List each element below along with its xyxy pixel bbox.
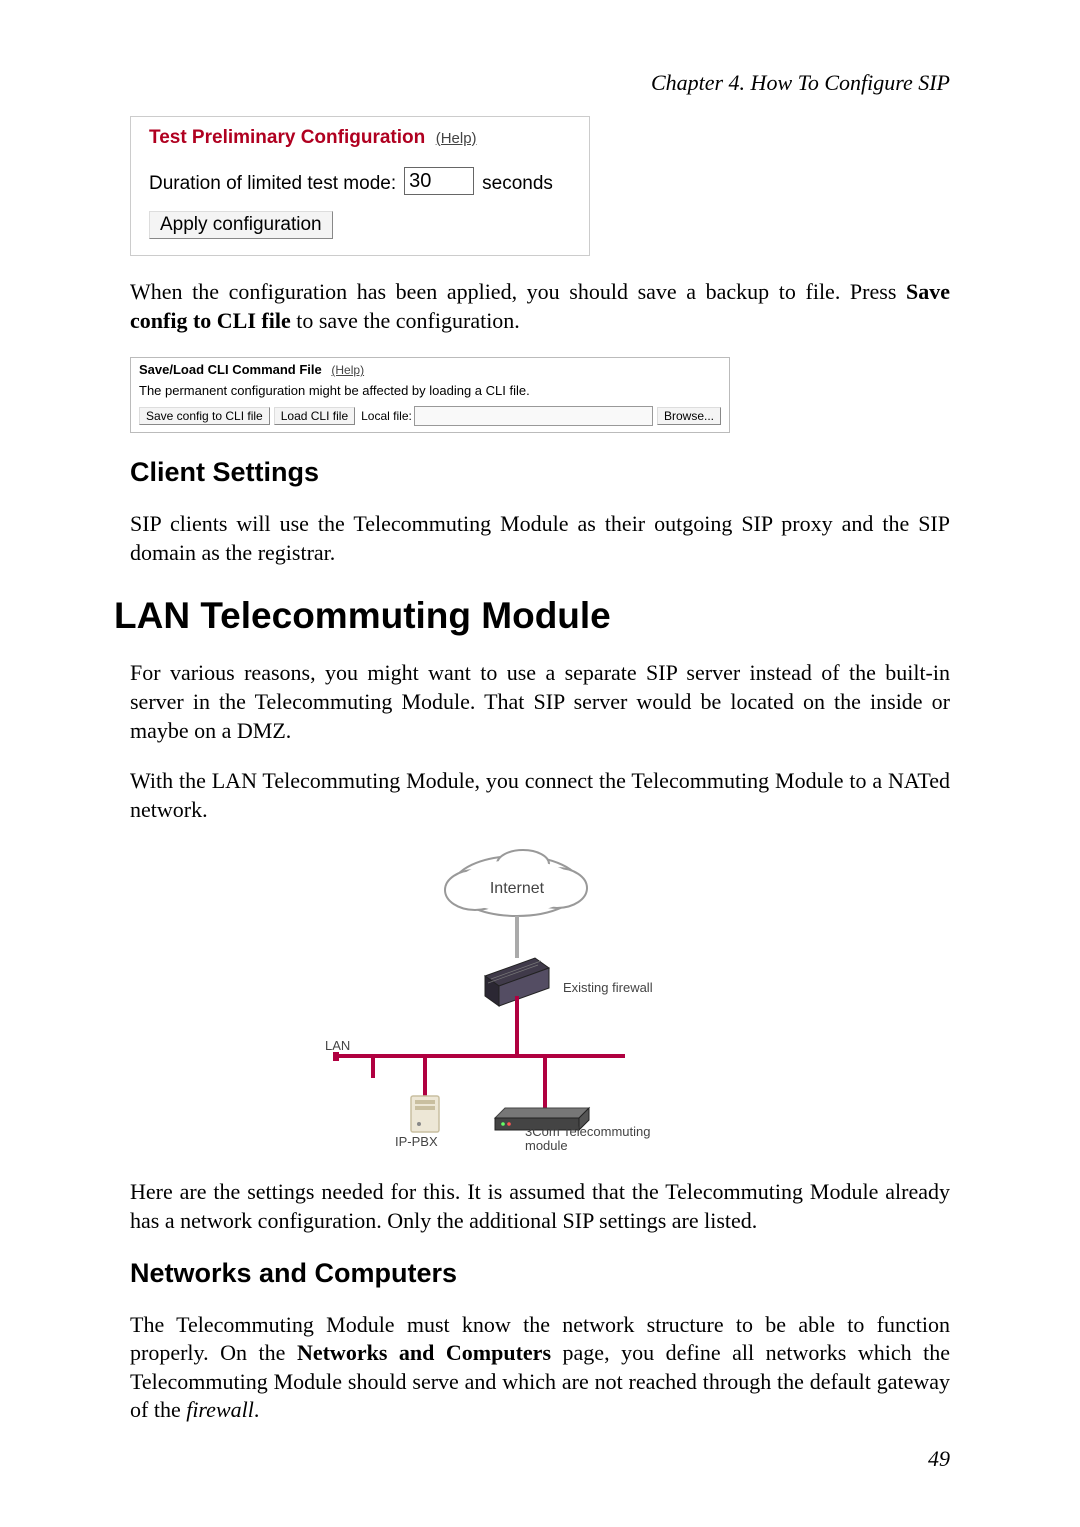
lan-module-heading: LAN Telecommuting Module: [114, 595, 950, 637]
page-number: 49: [928, 1446, 950, 1472]
network-diagram: Internet Existing firewall LAN: [325, 846, 755, 1156]
client-settings-paragraph: SIP clients will use the Telecommuting M…: [130, 510, 950, 567]
diagram-internet-label: Internet: [490, 880, 545, 897]
lan-para-2: With the LAN Telecommuting Module, you c…: [130, 767, 950, 824]
duration-input[interactable]: [404, 167, 474, 195]
save-config-to-cli-button[interactable]: Save config to CLI file: [139, 407, 270, 425]
networks-computers-heading: Networks and Computers: [130, 1258, 950, 1289]
client-settings-heading: Client Settings: [130, 457, 950, 488]
diagram-firewall-label: Existing firewall: [563, 980, 653, 995]
diagram-lan-label: LAN: [325, 1038, 350, 1053]
cli-panel: Save/Load CLI Command File (Help) The pe…: [130, 357, 730, 433]
diagram-module-label-1: 3Com Telecommuting: [525, 1124, 650, 1139]
load-cli-file-button[interactable]: Load CLI file: [274, 407, 355, 425]
diagram-ippbx-label: IP-PBX: [395, 1134, 438, 1149]
browse-button[interactable]: Browse...: [657, 407, 721, 425]
lan-para-1: For various reasons, you might want to u…: [130, 659, 950, 745]
cli-panel-help-link[interactable]: (Help): [331, 363, 364, 377]
networks-paragraph: The Telecommuting Module must know the n…: [130, 1311, 950, 1425]
cli-panel-title: Save/Load CLI Command File: [139, 362, 322, 377]
test-config-panel: Test Preliminary Configuration (Help) Du…: [130, 116, 590, 256]
chapter-header: Chapter 4. How To Configure SIP: [130, 70, 950, 96]
apply-configuration-button[interactable]: Apply configuration: [149, 211, 333, 239]
local-file-input[interactable]: [414, 406, 653, 426]
duration-label-post: seconds: [482, 173, 553, 195]
test-panel-help-link[interactable]: (Help): [436, 130, 477, 147]
save-backup-paragraph: When the configuration has been applied,…: [130, 278, 950, 335]
test-panel-title: Test Preliminary Configuration: [149, 127, 425, 148]
diagram-module-label-2: module: [525, 1138, 568, 1153]
lan-para-3: Here are the settings needed for this. I…: [130, 1178, 950, 1235]
duration-label-pre: Duration of limited test mode:: [149, 173, 396, 195]
local-file-label: Local file:: [361, 409, 412, 423]
cli-panel-note: The permanent configuration might be aff…: [139, 383, 721, 398]
